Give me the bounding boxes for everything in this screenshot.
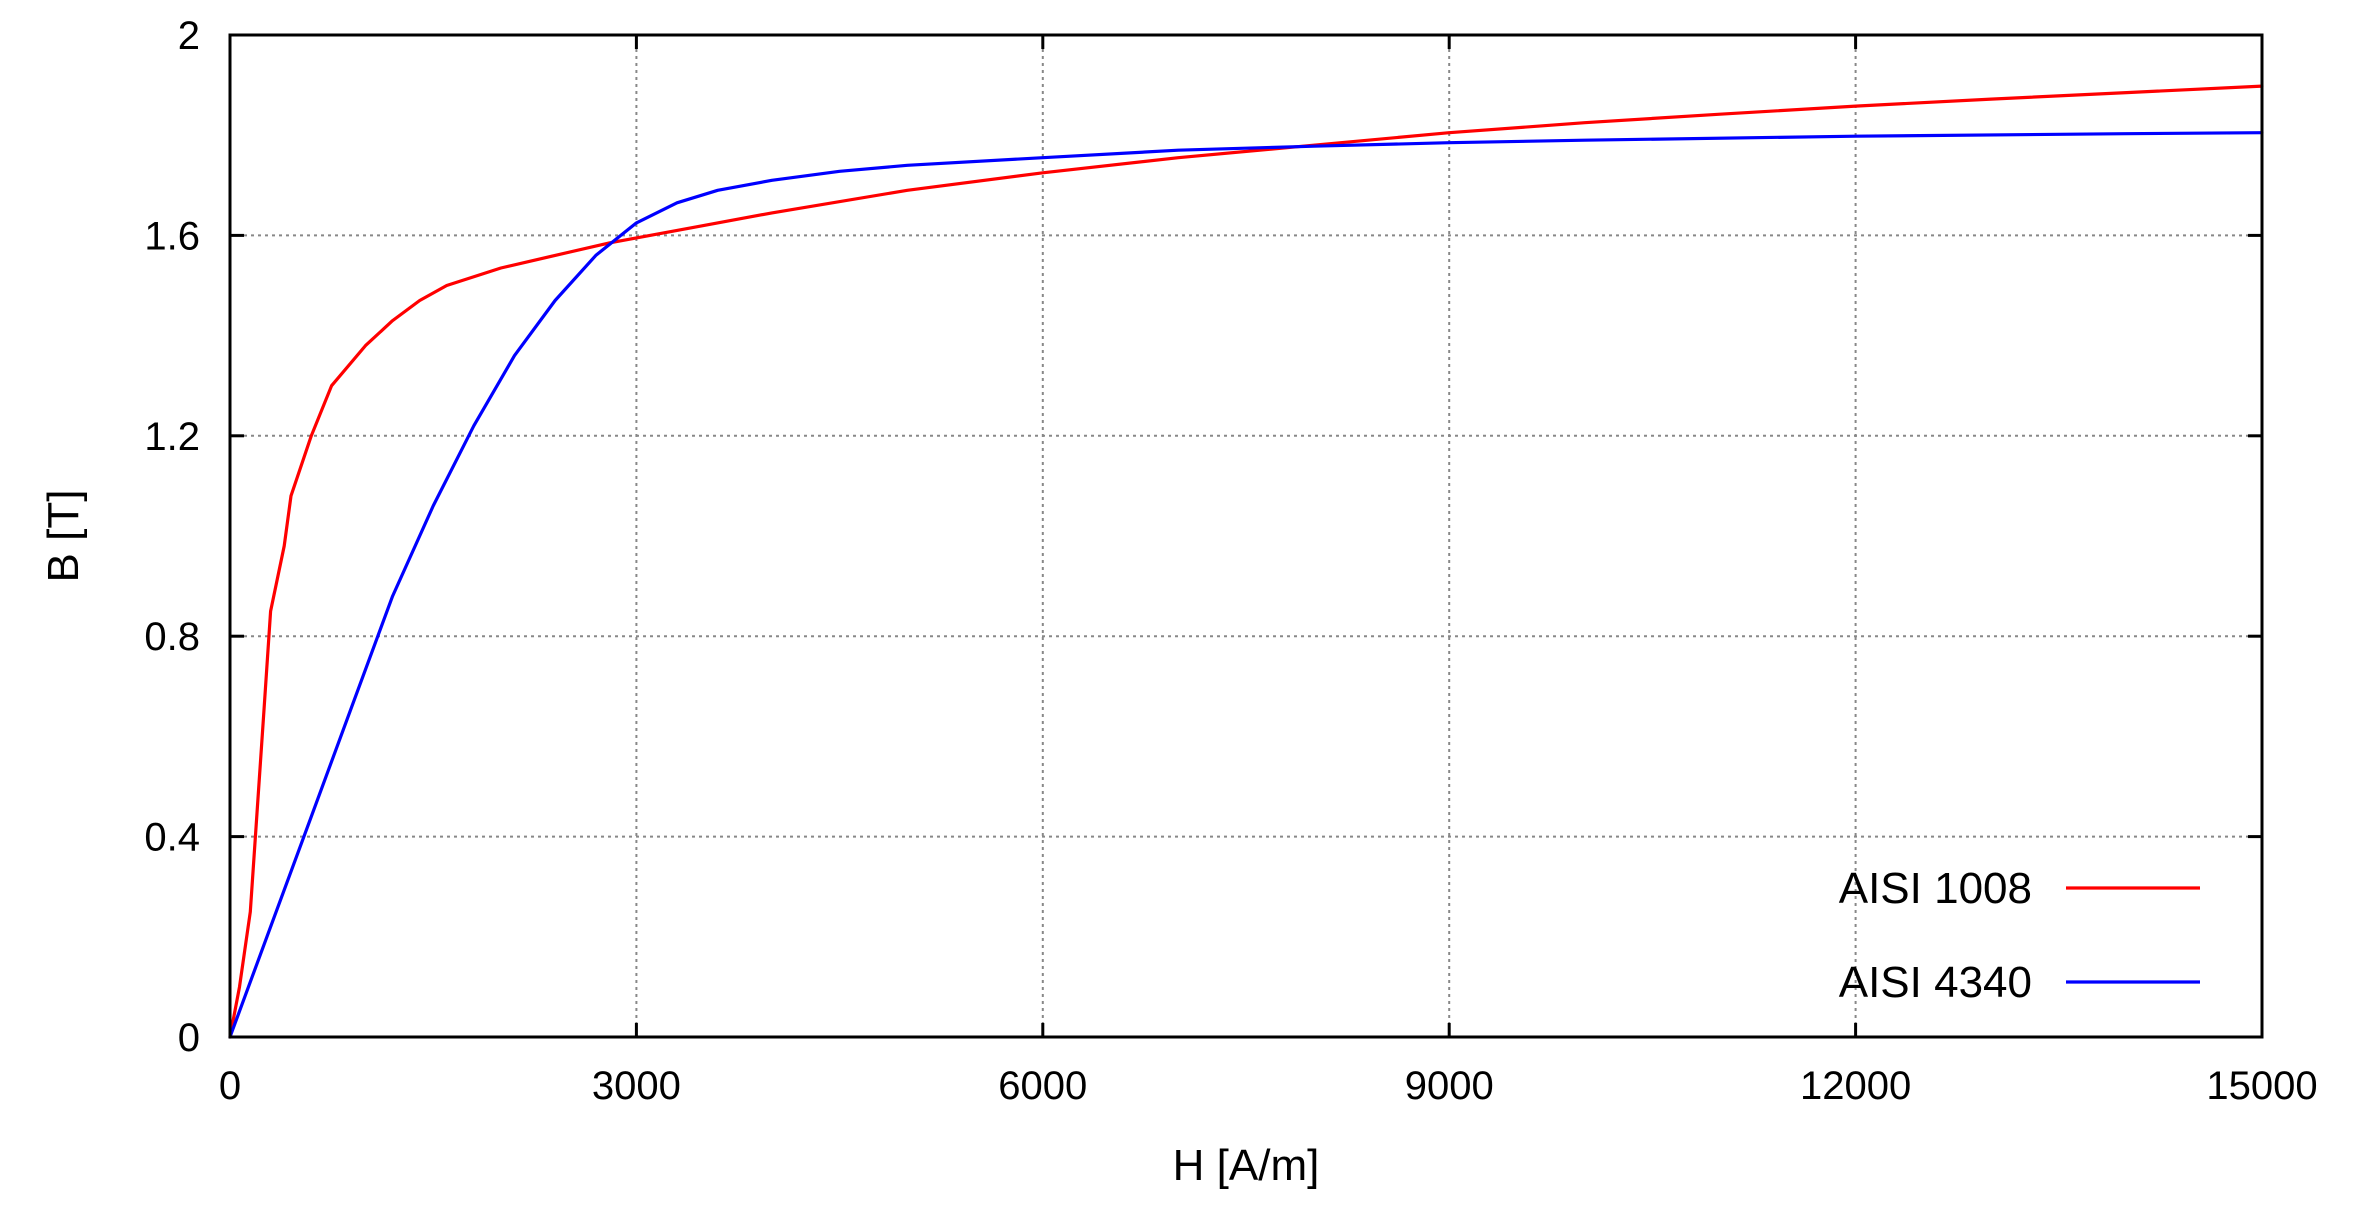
axis-ticks [228, 33, 2264, 1039]
grid-lines [230, 35, 2262, 1037]
plot-frame [228, 33, 2264, 1039]
legend-label: AISI 4340 [1839, 958, 2032, 1007]
x-tick-label: 15000 [2206, 1064, 2317, 1108]
series-lines [228, 84, 2264, 1039]
y-axis-label: B [T] [39, 490, 88, 583]
x-tick-label: 0 [219, 1064, 241, 1108]
legend: AISI 1008 AISI 4340 [1839, 864, 2200, 1007]
tick-labels: 0 3000 6000 9000 12000 15000 0 0.4 0.8 1.2 1.6 2 [144, 14, 2317, 1108]
y-tick-label: 2 [178, 14, 200, 58]
series-line-2 [228, 131, 2264, 1039]
y-tick-label: 1.6 [144, 214, 200, 258]
y-tick-label: 1.2 [144, 415, 200, 459]
legend-label: AISI 1008 [1839, 864, 2032, 913]
y-tick-label: 0.8 [144, 615, 200, 659]
x-tick-label: 9000 [1405, 1064, 1494, 1108]
x-axis-label: H [A/m] [1173, 1141, 1320, 1190]
y-tick-label: 0 [178, 1016, 200, 1060]
series-line-1 [228, 84, 2264, 1039]
x-tick-label: 6000 [998, 1064, 1087, 1108]
x-tick-label: 12000 [1800, 1064, 1911, 1108]
y-tick-label: 0.4 [144, 816, 200, 860]
x-tick-label: 3000 [592, 1064, 681, 1108]
